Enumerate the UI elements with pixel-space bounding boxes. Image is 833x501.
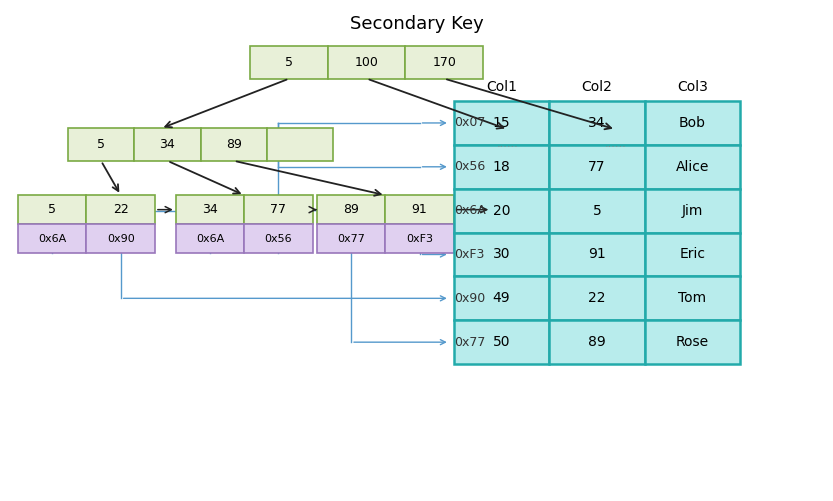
Bar bbox=[244, 224, 312, 253]
Text: 0x56: 0x56 bbox=[265, 233, 292, 243]
Text: 5: 5 bbox=[593, 203, 601, 217]
Text: 77: 77 bbox=[588, 160, 606, 174]
Bar bbox=[645, 320, 741, 364]
Text: 0x6A: 0x6A bbox=[38, 233, 67, 243]
Bar bbox=[454, 145, 549, 189]
Bar bbox=[454, 101, 549, 145]
Text: Alice: Alice bbox=[676, 160, 709, 174]
Text: 5: 5 bbox=[97, 138, 105, 151]
Text: Rose: Rose bbox=[676, 335, 709, 349]
Text: ......: ...... bbox=[497, 139, 519, 149]
Text: Eric: Eric bbox=[680, 247, 706, 262]
Bar bbox=[317, 224, 386, 253]
Text: 0x90: 0x90 bbox=[107, 233, 135, 243]
Bar bbox=[549, 277, 645, 320]
Bar bbox=[267, 128, 333, 161]
Text: 0x56: 0x56 bbox=[454, 160, 485, 173]
Text: Secondary Key: Secondary Key bbox=[350, 15, 483, 33]
Text: 77: 77 bbox=[271, 203, 287, 216]
Text: 0x90: 0x90 bbox=[454, 292, 485, 305]
Bar bbox=[549, 232, 645, 277]
Bar bbox=[574, 129, 657, 158]
Text: 0x6A: 0x6A bbox=[454, 204, 486, 217]
Bar bbox=[386, 224, 454, 253]
Bar bbox=[67, 128, 134, 161]
Text: Tom: Tom bbox=[679, 291, 706, 305]
Bar bbox=[328, 46, 406, 79]
Bar bbox=[244, 195, 312, 224]
Text: 20: 20 bbox=[493, 203, 511, 217]
Text: 49: 49 bbox=[493, 291, 511, 305]
Text: Col3: Col3 bbox=[677, 80, 708, 94]
Text: 91: 91 bbox=[588, 247, 606, 262]
Bar bbox=[18, 195, 87, 224]
Text: 0x07: 0x07 bbox=[454, 116, 486, 129]
Text: 0x77: 0x77 bbox=[454, 336, 486, 349]
Text: .......: ....... bbox=[495, 230, 529, 245]
Bar bbox=[549, 145, 645, 189]
Bar bbox=[454, 277, 549, 320]
Text: 100: 100 bbox=[355, 56, 379, 69]
Bar bbox=[454, 320, 549, 364]
Text: 0x77: 0x77 bbox=[337, 233, 365, 243]
Bar bbox=[87, 195, 155, 224]
Bar bbox=[134, 128, 201, 161]
Bar bbox=[466, 129, 549, 158]
Text: 89: 89 bbox=[588, 335, 606, 349]
Text: 18: 18 bbox=[493, 160, 511, 174]
Text: 91: 91 bbox=[412, 203, 427, 216]
Text: 89: 89 bbox=[226, 138, 242, 151]
Text: 5: 5 bbox=[48, 203, 57, 216]
Bar bbox=[176, 195, 244, 224]
Text: 0xF3: 0xF3 bbox=[407, 233, 433, 243]
Bar bbox=[386, 195, 454, 224]
Text: 5: 5 bbox=[285, 56, 293, 69]
Text: 22: 22 bbox=[588, 291, 606, 305]
Text: 22: 22 bbox=[112, 203, 128, 216]
Text: Col1: Col1 bbox=[486, 80, 517, 94]
Text: Bob: Bob bbox=[679, 116, 706, 130]
Bar bbox=[645, 101, 741, 145]
Text: 0xF3: 0xF3 bbox=[454, 248, 484, 261]
Text: 34: 34 bbox=[202, 203, 218, 216]
Text: 89: 89 bbox=[343, 203, 359, 216]
Text: 170: 170 bbox=[432, 56, 456, 69]
Bar bbox=[549, 320, 645, 364]
Bar bbox=[549, 101, 645, 145]
Text: Jim: Jim bbox=[682, 203, 703, 217]
Text: 50: 50 bbox=[493, 335, 511, 349]
Text: 30: 30 bbox=[493, 247, 511, 262]
Bar bbox=[87, 224, 155, 253]
Text: 15: 15 bbox=[493, 116, 511, 130]
Bar bbox=[645, 277, 741, 320]
Bar bbox=[645, 189, 741, 232]
Text: ......: ...... bbox=[605, 139, 626, 149]
Bar bbox=[645, 145, 741, 189]
Text: Col2: Col2 bbox=[581, 80, 612, 94]
Bar bbox=[317, 195, 386, 224]
Bar bbox=[645, 232, 741, 277]
Bar bbox=[251, 46, 328, 79]
Bar bbox=[454, 232, 549, 277]
Bar bbox=[201, 128, 267, 161]
Text: 34: 34 bbox=[588, 116, 606, 130]
Text: 34: 34 bbox=[160, 138, 175, 151]
Text: 0x6A: 0x6A bbox=[196, 233, 224, 243]
Bar bbox=[454, 189, 549, 232]
Bar bbox=[549, 189, 645, 232]
Bar bbox=[18, 224, 87, 253]
Bar bbox=[406, 46, 483, 79]
Bar bbox=[176, 224, 244, 253]
